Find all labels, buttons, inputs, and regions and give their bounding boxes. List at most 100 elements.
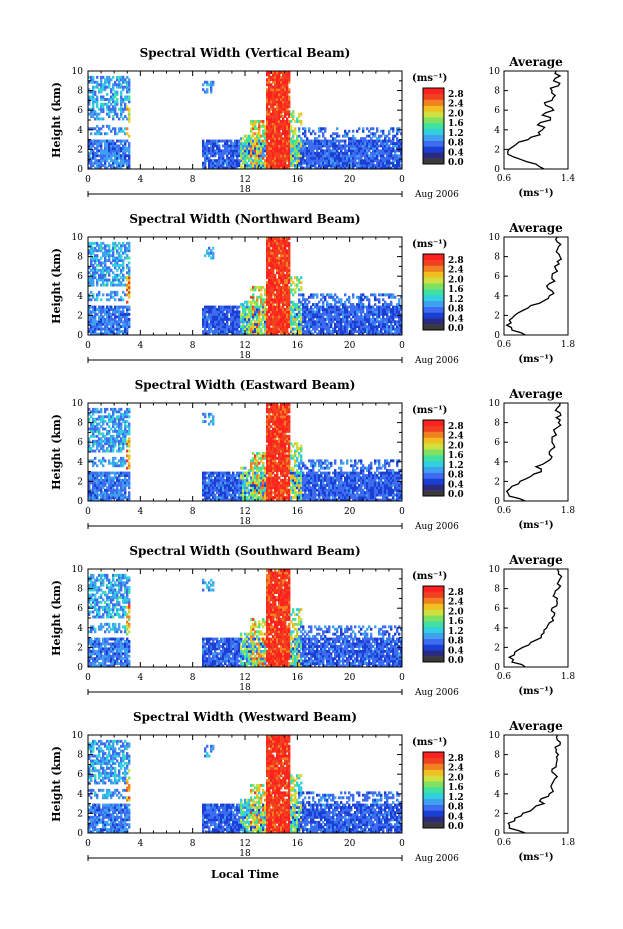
heatmap-cell: [348, 159, 351, 163]
heatmap-cell: [270, 122, 273, 126]
heatmap-cell: [270, 298, 273, 302]
heatmap-cell: [234, 325, 237, 329]
heatmap-cell: [216, 161, 219, 165]
heatmap-cell: [294, 308, 297, 311]
heatmap-cell: [318, 330, 321, 333]
heatmap-cell: [100, 117, 103, 121]
heatmap-cell: [378, 159, 381, 163]
heatmap-cell: [318, 310, 321, 314]
average-frame: [503, 236, 569, 336]
heatmap-cell: [212, 146, 215, 150]
heatmap-cell: [202, 164, 205, 167]
heatmap-cell: [88, 142, 91, 145]
heatmap-cell: [102, 332, 105, 336]
heatmap-cell: [88, 146, 91, 150]
heatmap-cell: [290, 159, 293, 163]
heatmap-cell: [116, 325, 119, 329]
heatmap-cell: [106, 259, 109, 262]
heatmap-cell: [94, 449, 97, 453]
heatmap-cell: [270, 102, 273, 106]
heatmap-cell: [94, 256, 97, 260]
heatmap-cell: [106, 156, 109, 160]
heatmap-cell: [288, 312, 291, 316]
heatmap-cell: [340, 139, 343, 143]
heatmap-cell: [242, 151, 245, 155]
heatmap-cell: [286, 85, 289, 89]
heatmap-cell: [208, 325, 211, 329]
heatmap-cell: [266, 105, 269, 109]
heatmap-cell: [318, 156, 321, 160]
heatmap-cell: [96, 271, 99, 275]
heatmap-cell: [342, 166, 345, 170]
colorbar-tick-label: 2.0: [448, 275, 464, 285]
heatmap-cell: [286, 134, 289, 138]
heatmap-cell: [210, 317, 213, 321]
heatmap-cell: [288, 127, 291, 131]
colorbar-segment: [423, 265, 444, 272]
heatmap-cell: [280, 95, 283, 99]
heatmap-cell: [124, 115, 127, 118]
heatmap-cell: [276, 85, 279, 89]
heatmap-cell: [330, 308, 333, 311]
heatmap-cell: [298, 129, 301, 133]
heatmap-cell: [366, 164, 369, 167]
heatmap-cell: [272, 278, 275, 282]
heatmap-cell: [272, 312, 275, 316]
heatmap-cell: [210, 315, 213, 319]
heatmap-cell: [358, 327, 361, 331]
heatmap-cell: [214, 310, 217, 314]
heatmap-cell: [294, 139, 297, 143]
heatmap-cell: [318, 134, 321, 138]
heatmap-cell: [108, 310, 111, 314]
heatmap-cell: [238, 146, 241, 150]
heatmap-cell: [304, 332, 307, 336]
heatmap-cell: [282, 263, 285, 267]
heatmap-cell: [94, 259, 97, 262]
heatmap-cell: [336, 161, 339, 165]
heatmap-cell: [314, 164, 317, 167]
heatmap-cell: [112, 110, 115, 114]
heatmap-cell: [298, 120, 301, 123]
heatmap-cell: [112, 246, 115, 250]
heatmap-cell: [208, 246, 211, 250]
heatmap-cell: [274, 320, 277, 324]
heatmap-cell: [264, 154, 267, 158]
heatmap-cell: [344, 300, 347, 304]
heatmap-cell: [230, 322, 233, 326]
heatmap-cell: [378, 161, 381, 165]
heatmap-cell: [210, 80, 213, 84]
heatmap-cell: [268, 161, 271, 165]
heatmap-cell: [342, 320, 345, 324]
heatmap-cell: [266, 127, 269, 131]
heatmap-cell: [304, 312, 307, 316]
heatmap-cell: [110, 305, 113, 309]
heatmap-cell: [92, 102, 95, 106]
heatmap-cell: [100, 110, 103, 114]
heatmap-cell: [334, 132, 337, 136]
heatmap-cell: [248, 310, 251, 314]
heatmap-cell: [350, 332, 353, 336]
heatmap-cell: [254, 154, 257, 158]
heatmap-cell: [126, 95, 129, 99]
heatmap-cell: [116, 132, 119, 136]
heatmap-cell: [274, 254, 277, 258]
heatmap-cell: [268, 144, 271, 148]
heatmap-cell: [272, 263, 275, 267]
heatmap-cell: [338, 144, 341, 148]
heatmap-cell: [384, 164, 387, 167]
heatmap-cell: [226, 149, 229, 153]
heatmap-cell: [372, 127, 375, 131]
heatmap-cell: [274, 139, 277, 143]
heatmap-cell: [88, 315, 91, 319]
heatmap-cell: [250, 322, 253, 326]
heatmap-cell: [272, 88, 275, 92]
heatmap-cell: [264, 322, 267, 326]
heatmap-cell: [246, 312, 249, 316]
heatmap-cell: [328, 149, 331, 153]
heatmap-cell: [352, 146, 355, 150]
heatmap-cell: [238, 325, 241, 329]
heatmap-cell: [282, 290, 285, 294]
heatmap-cell: [348, 142, 351, 145]
heatmap-cell: [270, 254, 273, 258]
heatmap-cell: [234, 149, 237, 153]
